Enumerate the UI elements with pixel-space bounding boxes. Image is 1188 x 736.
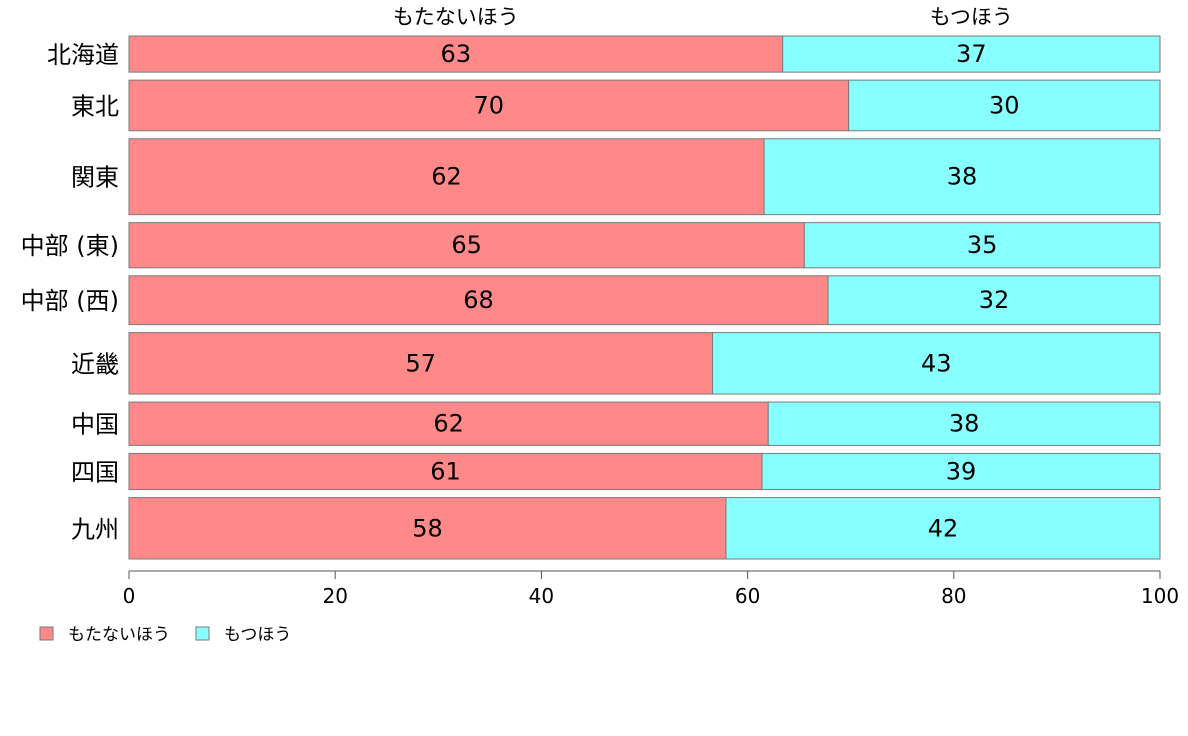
x-tick-label-6: 100 xyxy=(1141,584,1179,608)
data-label-1-9: 58 xyxy=(412,514,443,542)
bar-segment-1-1 xyxy=(128,35,784,73)
data-label-1-5: 68 xyxy=(463,286,494,314)
bar-segment-2-6 xyxy=(712,332,1161,395)
bar-segment-1-2 xyxy=(128,79,850,132)
bar-segment-1-7 xyxy=(128,401,769,446)
bar-segment-2-3 xyxy=(763,138,1161,216)
x-tick-label-3: 40 xyxy=(529,584,554,608)
data-label-2-9: 42 xyxy=(928,514,959,542)
data-label-1-3: 62 xyxy=(431,163,462,191)
data-label-1-8: 61 xyxy=(430,457,461,485)
x-tick-label-1: 0 xyxy=(123,584,136,608)
x-tick-label-4: 60 xyxy=(735,584,760,608)
bar-segment-1-4 xyxy=(128,222,805,269)
data-label-1-6: 57 xyxy=(405,349,436,377)
top-labels: もたないほう もつほう xyxy=(393,5,1013,29)
data-label-2-4: 35 xyxy=(967,231,998,259)
category-label-9: 九州 xyxy=(71,515,119,543)
legend-swatch-1 xyxy=(39,626,54,641)
data-label-2-8: 39 xyxy=(946,457,977,485)
top-label-2: もつほう xyxy=(930,5,1013,29)
bar-segment-2-2 xyxy=(848,79,1161,132)
bar-segment-2-8 xyxy=(761,452,1161,491)
data-label-2-6: 43 xyxy=(921,349,952,377)
category-label-5: 中部 (西) xyxy=(21,287,119,315)
category-label-4: 中部 (東) xyxy=(21,232,119,260)
bar-segment-2-4 xyxy=(803,222,1161,269)
category-label-6: 近畿 xyxy=(71,350,119,378)
legend-label-2: もつほう xyxy=(224,625,291,645)
data-label-1-1: 63 xyxy=(441,40,472,68)
data-label-2-2: 30 xyxy=(989,91,1020,119)
category-label-2: 東北 xyxy=(71,92,119,120)
data-label-2-1: 37 xyxy=(956,40,987,68)
data-label-1-4: 65 xyxy=(451,231,482,259)
category-label-3: 関東 xyxy=(71,164,119,192)
data-label-1-7: 62 xyxy=(433,410,464,438)
data-label-2-7: 38 xyxy=(949,410,980,438)
bars: 63 37 70 30 62 38 65 35 68 32 57 43 62 38 61 39 58 42 xyxy=(128,35,1161,560)
bar-segment-2-7 xyxy=(767,401,1161,446)
bar-segment-2-9 xyxy=(725,497,1161,560)
category-label-8: 四国 xyxy=(71,458,119,486)
data-label-1-2: 70 xyxy=(474,91,505,119)
legend: もたないほう もつほう xyxy=(39,625,291,645)
category-label-1: 北海道 xyxy=(47,41,119,69)
data-label-2-3: 38 xyxy=(947,163,978,191)
x-tick-label-5: 80 xyxy=(941,584,966,608)
bar-segment-1-9 xyxy=(128,497,727,560)
bar-segment-2-1 xyxy=(782,35,1161,73)
category-label-7: 中国 xyxy=(71,411,119,439)
bar-segment-1-3 xyxy=(128,138,765,216)
x-tick-label-2: 20 xyxy=(322,584,347,608)
bar-segment-2-5 xyxy=(827,275,1161,326)
x-axis: 0 20 40 60 80 100 xyxy=(123,570,1179,608)
legend-label-1: もたないほう xyxy=(68,625,170,645)
legend-swatch-2 xyxy=(195,626,210,641)
bar-segment-1-5 xyxy=(128,275,829,326)
data-label-2-5: 32 xyxy=(979,286,1010,314)
top-label-1: もたないほう xyxy=(393,5,519,29)
